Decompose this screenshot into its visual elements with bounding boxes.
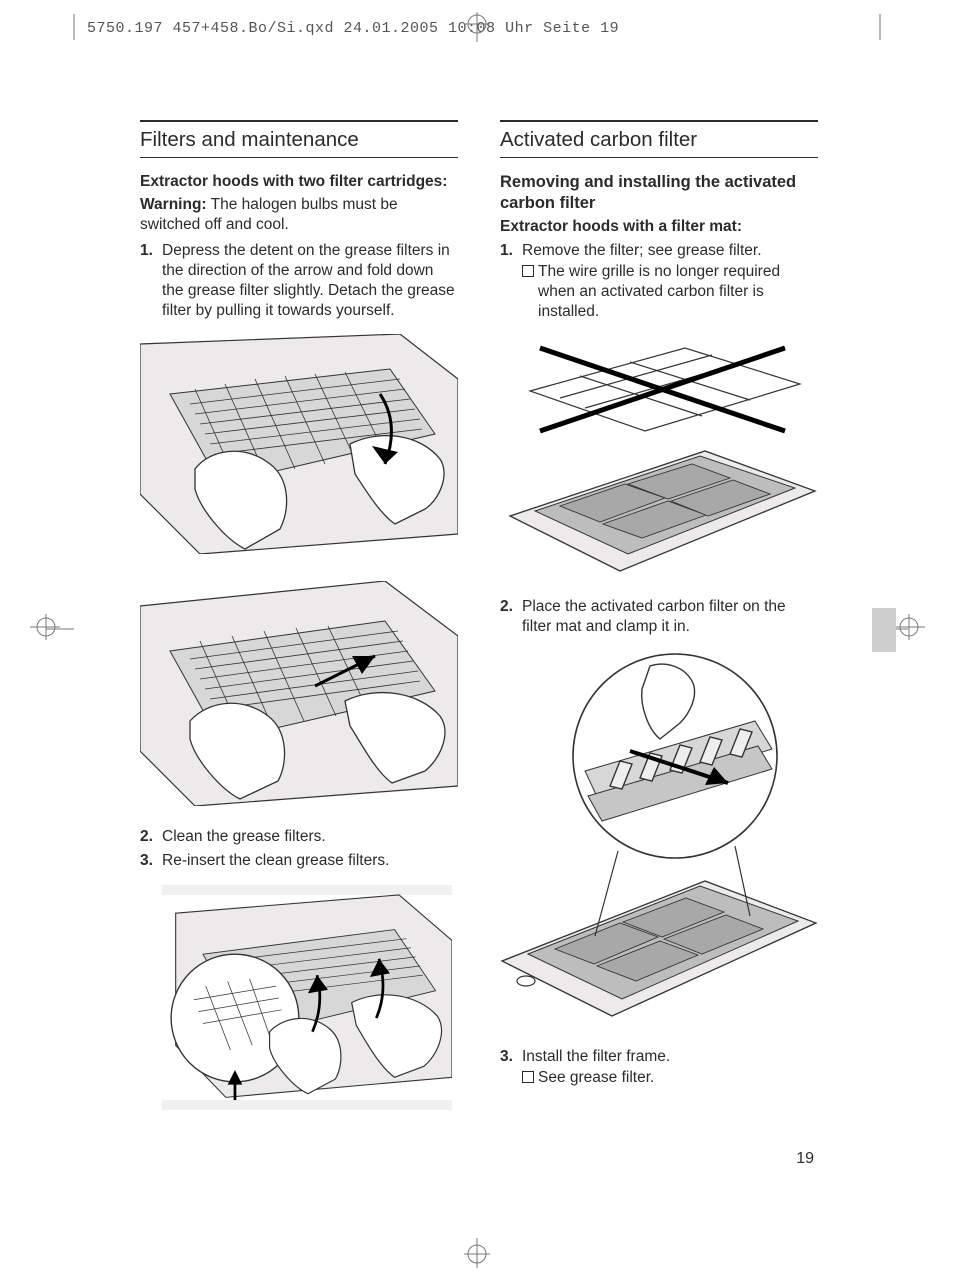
right-step-1-note: The wire grille is no longer required wh… <box>522 262 818 321</box>
figure-remove-filter <box>140 334 458 554</box>
section-title-left: Filters and maintenance <box>140 120 458 158</box>
section-title-right: Activated carbon filter <box>500 120 818 158</box>
crop-tr-v <box>879 14 881 40</box>
figure-clamp-filter <box>500 651 818 1026</box>
crop-left <box>46 628 74 630</box>
right-column: Activated carbon filter Removing and ins… <box>500 120 818 1127</box>
right-step-3: 3. Install the filter frame. See grease … <box>500 1047 818 1089</box>
right-step-2: 2. Place the activated carbon filter on … <box>500 597 818 637</box>
right-steps-3: 3. Install the filter frame. See grease … <box>500 1047 818 1089</box>
page-number: 19 <box>796 1150 814 1168</box>
left-step-1: 1. Depress the detent on the grease filt… <box>140 241 458 320</box>
right-step-1: 1. Remove the filter; see grease filter.… <box>500 241 818 322</box>
left-subhead: Extractor hoods with two filter cartridg… <box>140 172 458 191</box>
figure-pull-filter <box>140 581 458 806</box>
right-subhead-2: Extractor hoods with a filter mat: <box>500 217 818 236</box>
left-step-3: 3. Re-insert the clean grease filters. <box>140 851 458 871</box>
left-column: Filters and maintenance Extractor hoods … <box>140 120 458 1127</box>
right-steps-1: 1. Remove the filter; see grease filter.… <box>500 241 818 322</box>
reg-mark-bottom <box>464 1238 490 1268</box>
figure-grille-crossed <box>500 336 818 576</box>
left-steps-2: 2. Clean the grease filters. 3. Re-inser… <box>140 827 458 871</box>
reg-mark-left <box>30 614 60 640</box>
right-subhead-1: Removing and installing the activated ca… <box>500 172 818 213</box>
left-warning: Warning: The halogen bulbs must be switc… <box>140 195 458 235</box>
left-step-2: 2. Clean the grease filters. <box>140 827 458 847</box>
crop-tl-v <box>73 14 75 40</box>
reg-mark-top <box>464 12 490 42</box>
note-icon <box>522 1071 534 1083</box>
figure-reinsert-filter <box>162 885 452 1110</box>
right-steps-2: 2. Place the activated carbon filter on … <box>500 597 818 637</box>
note-icon <box>522 265 534 277</box>
reg-mark-right <box>895 614 925 640</box>
left-steps: 1. Depress the detent on the grease filt… <box>140 241 458 320</box>
right-step-3-note: See grease filter. <box>522 1068 818 1088</box>
thumb-tab <box>872 608 896 652</box>
print-imprint: 5750.197 457+458.Bo/Si.qxd 24.01.2005 10… <box>87 20 619 37</box>
page-content: Filters and maintenance Extractor hoods … <box>140 120 820 1127</box>
